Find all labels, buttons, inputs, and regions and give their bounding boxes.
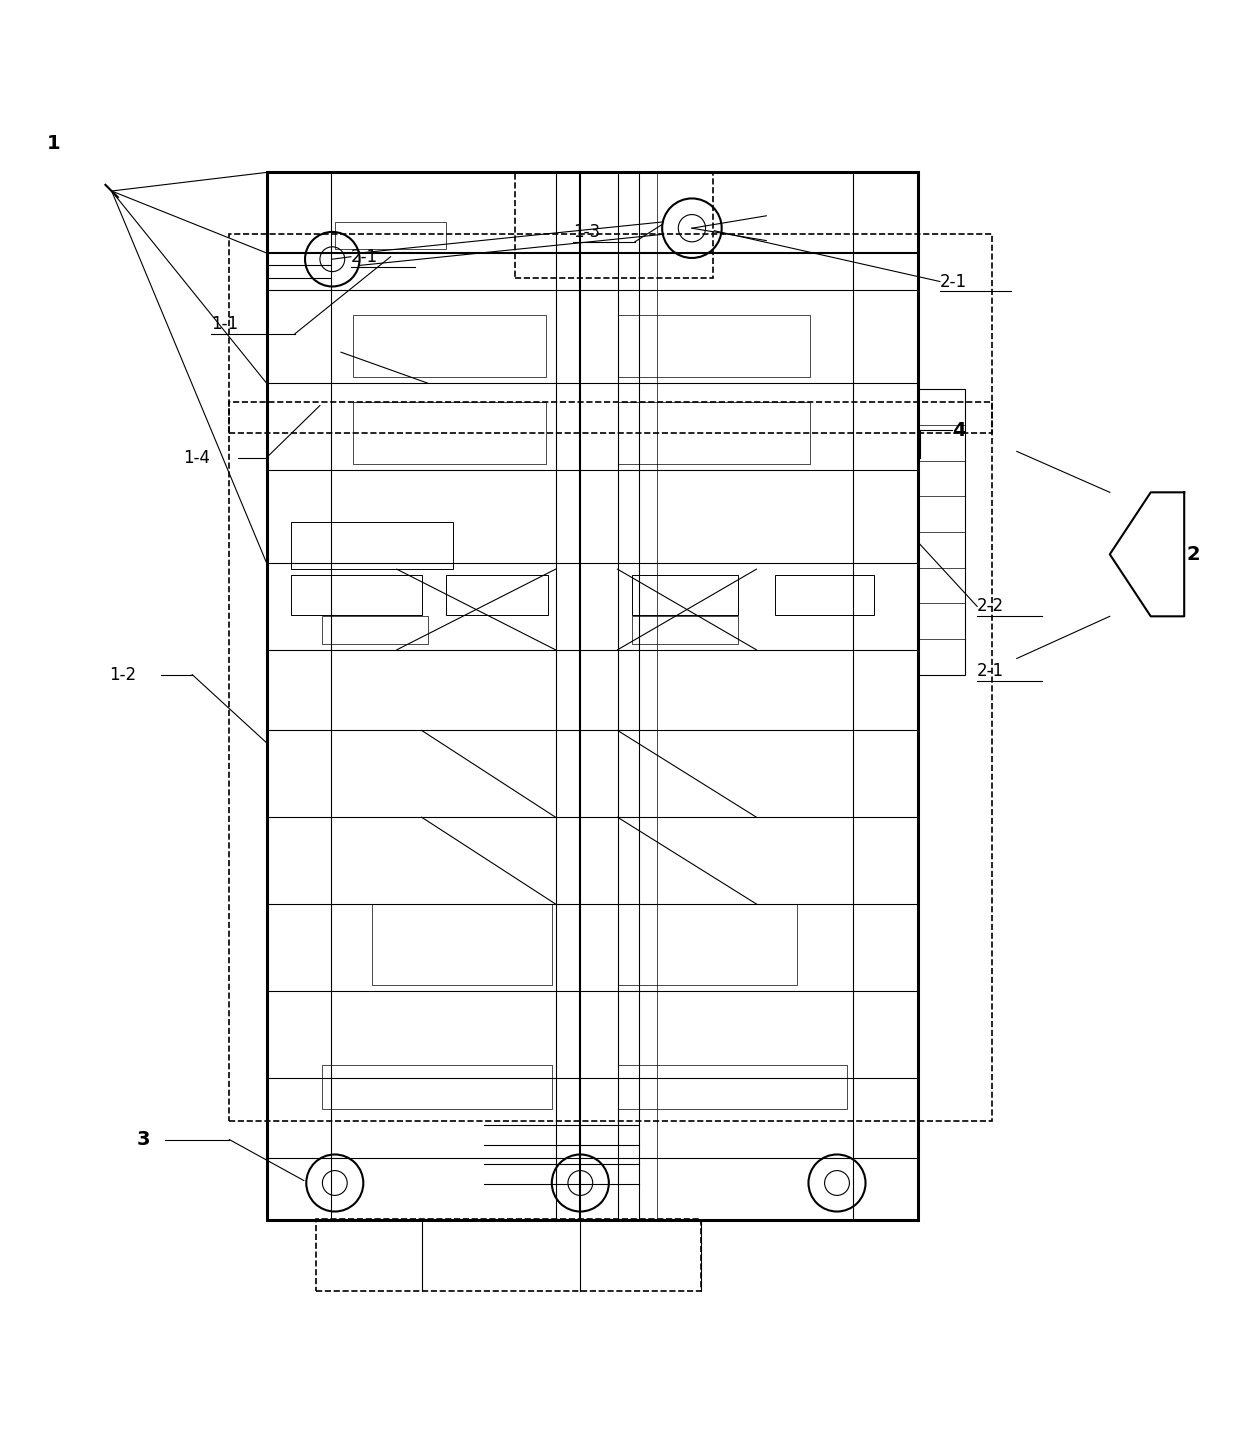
Bar — [291, 576, 422, 615]
Bar — [372, 905, 552, 985]
Bar — [618, 314, 810, 378]
Text: 1-2: 1-2 — [109, 666, 136, 684]
Bar — [775, 576, 874, 615]
Bar — [322, 1066, 552, 1109]
Bar — [632, 616, 738, 643]
Bar — [618, 402, 810, 464]
Text: 2-1: 2-1 — [940, 273, 967, 290]
Text: 2-2: 2-2 — [977, 597, 1004, 616]
Text: 1-4: 1-4 — [184, 448, 211, 467]
Text: 2: 2 — [1187, 544, 1199, 564]
Bar — [446, 576, 548, 615]
Bar — [267, 172, 918, 1221]
Bar — [618, 905, 797, 985]
Text: 2-1: 2-1 — [977, 662, 1004, 679]
Bar — [632, 576, 738, 615]
Text: 1-3: 1-3 — [573, 223, 600, 241]
Text: 2-1: 2-1 — [351, 248, 378, 266]
Bar — [353, 402, 546, 464]
Text: 3: 3 — [136, 1130, 150, 1149]
Text: 4: 4 — [952, 421, 966, 439]
Bar — [291, 523, 453, 569]
Bar — [335, 223, 446, 250]
Text: 1: 1 — [47, 135, 61, 154]
Bar — [353, 314, 546, 378]
Bar — [322, 616, 428, 643]
Text: 1-1: 1-1 — [211, 314, 238, 333]
Bar — [618, 1066, 847, 1109]
Bar — [918, 389, 965, 675]
